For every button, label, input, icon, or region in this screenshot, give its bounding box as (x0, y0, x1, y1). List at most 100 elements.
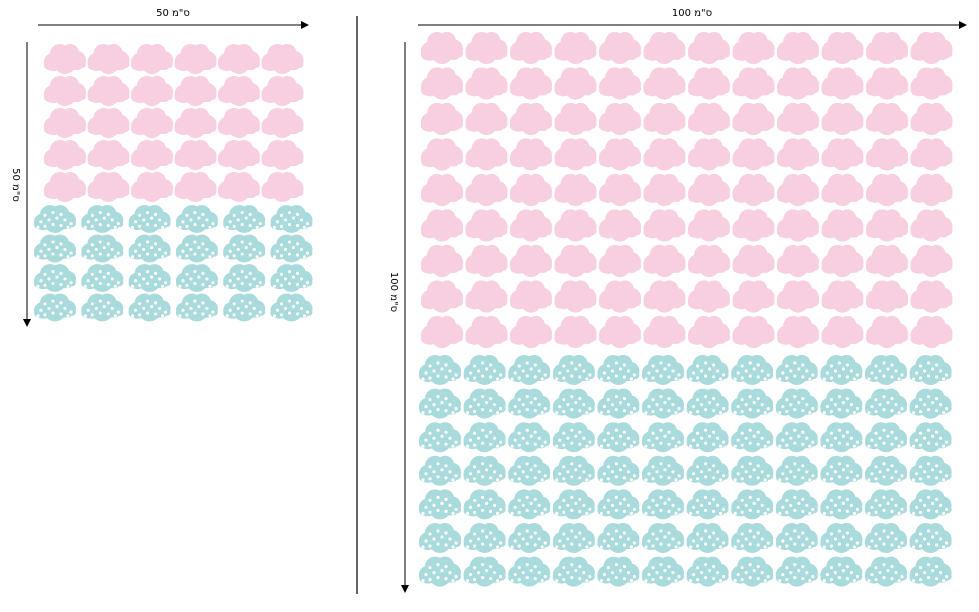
polka-dot-cloud-sticker-icon (597, 422, 640, 453)
pink-cloud-sticker-icon (599, 138, 641, 171)
polka-dot-cloud-sticker-icon (81, 264, 124, 292)
polka-dot-cloud-sticker-icon (686, 489, 729, 520)
polka-dot-cloud-sticker-icon (820, 388, 863, 419)
pink-cloud-sticker-icon (821, 102, 864, 136)
polka-dot-cloud-sticker-icon (909, 355, 952, 385)
pink-cloud-sticker-icon (465, 315, 508, 349)
pink-cloud-sticker-icon (910, 173, 953, 207)
pink-cloud-sticker-icon (732, 138, 775, 171)
pink-cloud-sticker-icon (777, 138, 819, 171)
polka-dot-cloud-sticker-icon (552, 556, 595, 587)
polka-dot-cloud-sticker-icon (775, 489, 818, 520)
pink-cloud-sticker-icon (87, 140, 130, 170)
pink-cloud-sticker-icon (554, 209, 597, 242)
pink-cloud-sticker-icon (421, 31, 463, 65)
polka-dot-cloud-sticker-icon (463, 556, 506, 587)
polka-dot-cloud-sticker-icon (642, 355, 684, 385)
polka-dot-cloud-sticker-icon (820, 489, 863, 520)
pink-cloud-sticker-icon (131, 140, 173, 170)
pink-cloud-sticker-icon (218, 108, 260, 138)
pink-cloud-sticker-icon (554, 102, 597, 136)
pink-cloud-sticker-icon (599, 209, 641, 242)
pink-cloud-sticker-icon (87, 172, 130, 202)
polka-dot-cloud-sticker-icon (175, 264, 218, 292)
pink-cloud-sticker-icon (465, 173, 508, 207)
right-height-label: 100 ס"מ (388, 272, 399, 312)
polka-dot-cloud-sticker-icon (34, 264, 76, 292)
polka-dot-cloud-sticker-icon (775, 556, 818, 587)
pink-cloud-sticker-icon (510, 67, 552, 100)
polka-dot-cloud-sticker-icon (128, 205, 171, 233)
polka-dot-cloud-sticker-icon (731, 388, 774, 419)
pink-cloud-sticker-icon (688, 102, 730, 136)
pink-cloud-sticker-icon (510, 31, 552, 65)
pink-cloud-sticker-icon (599, 173, 641, 207)
polka-dot-cloud-sticker-icon (597, 556, 640, 587)
pink-cloud-sticker-icon (131, 44, 173, 74)
pink-cloud-sticker-icon (44, 76, 86, 106)
pink-cloud-sticker-icon (866, 31, 908, 65)
polka-dot-cloud-sticker-icon (508, 388, 551, 419)
polka-dot-cloud-sticker-icon (909, 388, 952, 419)
pink-cloud-sticker-icon (866, 244, 908, 278)
right-sheet: 100 ס"מ 100 ס"מ (388, 8, 967, 593)
polka-dot-cloud-sticker-icon (686, 523, 729, 553)
pink-cloud-sticker-icon (465, 102, 508, 136)
pink-cloud-sticker-icon (643, 209, 686, 242)
pink-cloud-sticker-icon (510, 315, 552, 349)
pink-cloud-sticker-icon (688, 244, 730, 278)
pink-cloud-sticker-icon (732, 67, 775, 100)
pink-cloud-sticker-icon (732, 315, 775, 349)
polka-dot-cloud-sticker-icon (820, 422, 863, 453)
pink-cloud-sticker-icon (421, 244, 463, 278)
polka-dot-cloud-sticker-icon (775, 355, 818, 385)
left-sheet: 50 ס"מ 50 ס"מ (10, 8, 313, 327)
pink-cloud-sticker-icon (174, 172, 217, 202)
pink-cloud-sticker-icon (465, 209, 508, 242)
polka-dot-cloud-sticker-icon (865, 523, 907, 553)
polka-dot-cloud-sticker-icon (508, 523, 551, 553)
pink-cloud-sticker-icon (821, 244, 864, 278)
polka-dot-cloud-sticker-icon (686, 355, 729, 385)
polka-dot-cloud-sticker-icon (419, 422, 461, 453)
pink-cloud-sticker-icon (732, 102, 775, 136)
pink-cloud-sticker-icon (643, 31, 686, 65)
pink-cloud-sticker-icon (421, 138, 463, 171)
pink-cloud-sticker-icon (821, 173, 864, 207)
polka-dot-cloud-sticker-icon (223, 264, 266, 292)
pink-cloud-sticker-icon (510, 173, 552, 207)
polka-dot-cloud-sticker-icon (552, 422, 595, 453)
pink-cloud-sticker-icon (44, 140, 86, 170)
pink-cloud-sticker-icon (866, 280, 908, 313)
polka-dot-cloud-sticker-icon (642, 556, 684, 587)
pink-cloud-sticker-icon (174, 44, 217, 74)
pink-cloud-sticker-icon (131, 76, 173, 106)
polka-dot-cloud-sticker-icon (223, 205, 266, 233)
pink-cloud-sticker-icon (777, 315, 819, 349)
polka-dot-cloud-sticker-icon (463, 455, 506, 486)
pink-cloud-sticker-icon (554, 315, 597, 349)
polka-dot-cloud-sticker-icon (865, 422, 907, 453)
pink-cloud-sticker-icon (821, 67, 864, 100)
polka-dot-cloud-sticker-icon (686, 388, 729, 419)
pink-cloud-sticker-icon (44, 44, 86, 74)
left-height-label: 50 ס"מ (10, 168, 21, 202)
polka-dot-cloud-sticker-icon (597, 455, 640, 486)
polka-dot-cloud-sticker-icon (419, 455, 461, 486)
pink-cloud-sticker-icon (910, 280, 953, 313)
pink-cloud-sticker-icon (421, 209, 463, 242)
pink-cloud-sticker-icon (777, 244, 819, 278)
polka-dot-cloud-sticker-icon (642, 455, 684, 486)
polka-dot-cloud-sticker-icon (597, 388, 640, 419)
polka-dot-cloud-sticker-icon (731, 355, 774, 385)
pink-cloud-sticker-icon (465, 31, 508, 65)
pink-cloud-sticker-icon (688, 31, 730, 65)
pink-cloud-sticker-icon (421, 67, 463, 100)
pink-cloud-sticker-icon (599, 102, 641, 136)
polka-dot-cloud-sticker-icon (731, 523, 774, 553)
polka-dot-cloud-sticker-icon (597, 523, 640, 553)
right-blue-cloud-grid (419, 355, 952, 587)
polka-dot-cloud-sticker-icon (175, 234, 218, 263)
polka-dot-cloud-sticker-icon (731, 489, 774, 520)
pink-cloud-sticker-icon (732, 209, 775, 242)
